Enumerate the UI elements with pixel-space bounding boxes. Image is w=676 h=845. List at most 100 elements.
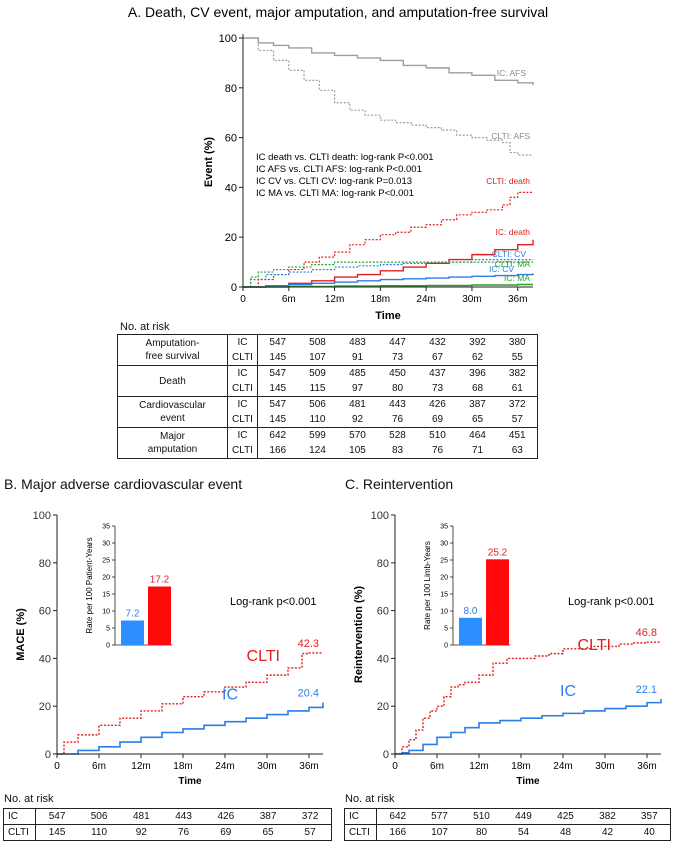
atrisk-cell: 509 xyxy=(309,368,326,379)
atrisk-cell: 547 xyxy=(257,396,298,412)
atrisk-cell: 426 xyxy=(217,811,235,822)
x-tick-label: 0 xyxy=(54,761,60,772)
inset-y-tick-label: 5 xyxy=(444,626,448,633)
series-line-6 xyxy=(243,273,534,288)
atrisk-cell: 382 xyxy=(599,811,616,822)
atrisk-cell: 547 xyxy=(35,808,78,825)
inset-bar-clti xyxy=(148,586,171,645)
atrisk-cell: 55 xyxy=(511,352,523,363)
atrisk-row: CLTI 145 110 92 76 69 65 57 xyxy=(3,824,332,841)
panel-c-atrisk-table: IC 642 577 510 449 425 382 357 CLTI 166 107 80 54 48 4… xyxy=(344,808,671,841)
inset-y-tick-label: 25 xyxy=(440,558,448,565)
atrisk-cell: 449 xyxy=(515,811,532,822)
atrisk-row: CLTI 166 107 80 54 48 42 40 xyxy=(344,824,671,841)
y-tick-label: 20 xyxy=(39,701,51,713)
y-tick-label: 40 xyxy=(225,182,237,194)
panel-a-chart: A. Death, CV event, major amputation, an… xyxy=(128,4,548,322)
inset-y-tick-label: 10 xyxy=(440,609,448,616)
label-clti-death: CLTI: death xyxy=(486,176,530,186)
outcome-label-line: amputation xyxy=(147,444,198,455)
x-tick-label: 24m xyxy=(553,761,572,772)
atrisk-cell: 83 xyxy=(391,445,404,456)
x-tick-label: 12m xyxy=(325,294,344,305)
atrisk-cell: 145 xyxy=(257,381,298,397)
group-cell: CLTI xyxy=(8,827,29,838)
atrisk-cell: 506 xyxy=(309,399,326,410)
panel-b-atrisk-table: IC 547 506 481 443 426 387 372 CLTI 145 110 92 76 69 6… xyxy=(3,808,332,841)
inset-y-tick-label: 30 xyxy=(102,541,110,548)
x-tick-label: 0 xyxy=(392,761,398,772)
outcome-label-line: Cardiovascular xyxy=(139,400,206,411)
outcome-label-line: Amputation- xyxy=(145,338,200,349)
inset-y-tick-label: 15 xyxy=(440,592,448,599)
x-tick-label: 30m xyxy=(257,761,276,772)
annotation-afs: IC AFS vs. CLTI AFS: log-rank P<0.001 xyxy=(256,164,422,175)
outcome-label: Major amputation xyxy=(118,428,228,459)
atrisk-row: Amputation-free survival IC 547 508 483 447 43… xyxy=(118,334,538,362)
atrisk-row: CLTI 166 124 105 83 76 71 63 xyxy=(118,443,538,459)
atrisk-cell: 599 xyxy=(309,430,326,441)
atrisk-cell: 166 xyxy=(257,443,298,459)
y-tick-label: 20 xyxy=(225,232,237,244)
label-clti-afs: CLTI: AFS xyxy=(491,131,530,141)
series-line-clti xyxy=(57,652,323,755)
atrisk-cell: 65 xyxy=(262,827,274,838)
y-tick-label: 80 xyxy=(225,83,237,95)
atrisk-row: Cardiovascular event IC 547 506 481 443 426 387 3… xyxy=(117,396,538,424)
panel-b-title: B. Major adverse cardiovascular event xyxy=(4,476,243,492)
group-cell: IC xyxy=(8,811,18,822)
atrisk-cell: 387 xyxy=(259,811,277,822)
atrisk-cell: 107 xyxy=(431,827,448,838)
atrisk-row: Major amputation IC 642 599 570 528 510 464 451 xyxy=(117,427,538,455)
series-line-2 xyxy=(243,191,533,288)
outcome-label: Amputation-free survival xyxy=(118,335,228,366)
series-label-ic: IC xyxy=(222,687,238,704)
inset-y-tick-label: 20 xyxy=(102,575,110,582)
atrisk-cell: 547 xyxy=(257,334,298,350)
x-tick-label: 36m xyxy=(508,294,527,305)
inset-bar-label-ic: 7.2 xyxy=(126,609,140,620)
outcome-label-line: free survival xyxy=(145,351,200,362)
panel-c-atrisk-title: No. at risk xyxy=(345,793,395,805)
label-ic-afs: IC: AFS xyxy=(497,68,527,78)
atrisk-cell: 42 xyxy=(601,827,614,838)
atrisk-cell: 450 xyxy=(389,368,406,379)
atrisk-row: IC 547 506 481 443 426 387 372 xyxy=(4,808,332,825)
inset-y-tick-label: 5 xyxy=(106,626,110,633)
series-line-3 xyxy=(243,239,534,288)
x-tick-label: 6m xyxy=(92,761,106,772)
inset-y-tick-label: 30 xyxy=(440,541,448,548)
atrisk-cell: 48 xyxy=(559,827,572,838)
inset-y-tick-label: 25 xyxy=(102,558,110,565)
atrisk-row: CLTI 145 107 91 73 67 62 55 xyxy=(118,350,538,366)
x-tick-label: 30m xyxy=(595,761,614,772)
atrisk-cell: 69 xyxy=(431,414,444,425)
atrisk-cell: 76 xyxy=(431,445,444,456)
atrisk-row: CLTI 145 110 92 76 69 65 57 xyxy=(118,412,538,428)
atrisk-cell: 71 xyxy=(471,445,484,456)
group-cell: CLTI xyxy=(227,443,258,459)
atrisk-cell: 68 xyxy=(471,383,484,394)
series-line-1 xyxy=(243,37,533,156)
y-tick-label: 80 xyxy=(377,558,389,570)
x-axis-label: Time xyxy=(516,776,540,787)
inset-y-tick-label: 35 xyxy=(102,524,110,531)
y-tick-label: 60 xyxy=(377,606,389,618)
y-tick-label: 80 xyxy=(39,558,51,570)
inset-y-tick-label: 15 xyxy=(102,592,110,599)
panel-b-atrisk-title: No. at risk xyxy=(4,793,54,805)
outcome-label-line: Death xyxy=(159,375,186,387)
series-line-ic xyxy=(57,702,324,755)
atrisk-cell: 145 xyxy=(257,412,298,428)
atrisk-cell: 382 xyxy=(508,368,526,379)
inset-y-tick-label: 20 xyxy=(440,575,448,582)
y-tick-label: 100 xyxy=(371,510,389,522)
annotation-ma: IC MA vs. CLTI MA: log-rank P<0.001 xyxy=(256,188,414,199)
logrank-annotation: Log-rank p<0.001 xyxy=(568,596,655,608)
inset-y-tick-label: 0 xyxy=(106,643,110,650)
y-tick-label: 40 xyxy=(377,653,389,665)
series-label-ic: IC xyxy=(560,683,576,700)
atrisk-cell: 380 xyxy=(508,337,526,348)
atrisk-cell: 577 xyxy=(431,811,448,822)
